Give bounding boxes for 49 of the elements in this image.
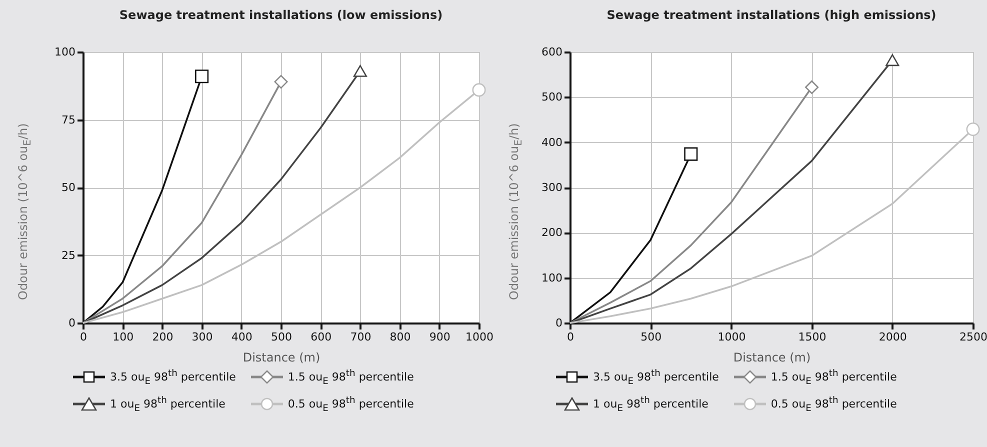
y-tick-label: 400 bbox=[542, 136, 562, 149]
x-tick-label: 1000 bbox=[718, 330, 746, 344]
y-tick-label: 200 bbox=[542, 226, 562, 240]
x-tick-label: 800 bbox=[390, 330, 411, 344]
point bbox=[886, 54, 900, 66]
legend-label: 1.5 ou$_{E}$ 98$^{th}$ percentile bbox=[288, 368, 414, 387]
point bbox=[353, 65, 367, 77]
x-axis-title: Distance (m) bbox=[242, 350, 320, 364]
x-tick-label: 100 bbox=[112, 330, 134, 344]
x-tick-label: 2500 bbox=[960, 330, 987, 344]
x-tick-label: 900 bbox=[429, 330, 450, 344]
x-tick-label: 2000 bbox=[878, 330, 907, 344]
legend-label: 3.5 ou$_{E}$ 98$^{th}$ percentile bbox=[110, 368, 236, 387]
y-tick-label: 25 bbox=[62, 248, 76, 262]
x-tick-label: 1000 bbox=[466, 330, 494, 344]
legend-label: 0.5 ou$_{E}$ 98$^{th}$ percentile bbox=[288, 394, 414, 414]
legend-label: 1 ou$_{E}$ 98$^{th}$ percentile bbox=[110, 394, 226, 414]
x-tick-label: 700 bbox=[350, 330, 372, 344]
x-tick-label: 1500 bbox=[798, 330, 826, 344]
legend-label: 1 ou$_{E}$ 98$^{th}$ percentile bbox=[593, 394, 708, 414]
x-axis-title: Distance (m) bbox=[733, 350, 811, 364]
legend-label: 1.5 ou$_{E}$ 98$^{th}$ percentile bbox=[770, 368, 897, 387]
y-tick-label: 50 bbox=[62, 181, 76, 194]
legend-label: 0.5 ou$_{E}$ 98$^{th}$ percentile bbox=[770, 394, 897, 414]
chart-title: Sewage treatment installations (high emissions) bbox=[606, 8, 936, 22]
y-tick-label: 75 bbox=[62, 113, 76, 126]
y-tick-label: 300 bbox=[542, 181, 562, 194]
chart-title: Sewage treatment installations (low emissions) bbox=[119, 8, 443, 22]
y-tick-label: 500 bbox=[542, 90, 562, 104]
x-tick-label: 500 bbox=[640, 330, 662, 344]
x-tick-label: 500 bbox=[271, 330, 292, 344]
point bbox=[966, 122, 980, 136]
point bbox=[274, 75, 288, 89]
y-tick-label: 0 bbox=[68, 316, 76, 330]
y-tick-label: 0 bbox=[556, 316, 562, 330]
point bbox=[195, 70, 209, 84]
x-tick-label: 400 bbox=[231, 330, 252, 344]
point bbox=[805, 80, 819, 94]
y-tick-label: 600 bbox=[542, 46, 562, 58]
point bbox=[684, 147, 698, 161]
x-tick-label: 0 bbox=[567, 330, 574, 344]
y-tick-label: 100 bbox=[54, 46, 76, 58]
x-tick-label: 200 bbox=[152, 330, 174, 344]
point bbox=[472, 83, 486, 97]
legend-label: 3.5 ou$_{E}$ 98$^{th}$ percentile bbox=[593, 368, 719, 387]
x-tick-label: 0 bbox=[80, 330, 87, 344]
x-tick-label: 300 bbox=[192, 330, 213, 344]
y-tick-label: 100 bbox=[542, 271, 562, 284]
x-tick-label: 600 bbox=[310, 330, 332, 344]
